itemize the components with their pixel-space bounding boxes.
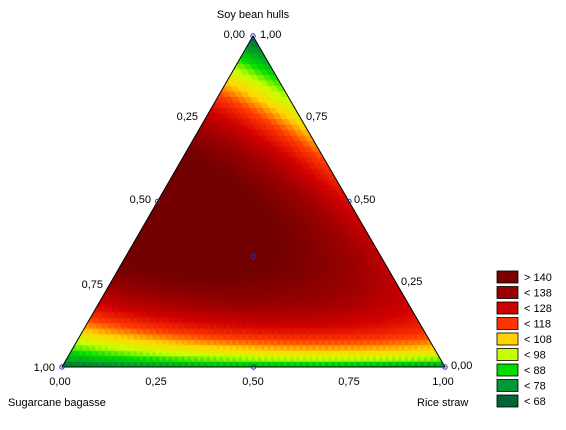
legend-label: < 88 [524,365,546,377]
tick-label: 0,50 [242,376,263,388]
tick-label: 1,00 [34,362,55,374]
legend-swatch [497,271,518,283]
tick-label: 0,00 [49,376,70,388]
tick-label: 0,25 [145,376,166,388]
legend-label: < 128 [524,303,552,315]
legend-label: > 140 [524,272,552,284]
legend-label: < 78 [524,381,546,393]
legend-swatch [497,395,518,407]
tick-label: 1,00 [432,376,453,388]
tick-label: 0,25 [177,111,198,123]
vertex-label-bottom-left: Sugarcane bagasse [8,397,106,409]
vertex-label-top: Soy bean hulls [217,9,290,21]
legend-swatch [497,318,518,330]
tick-label: 0,50 [130,194,151,206]
legend-label: < 108 [524,334,552,346]
legend-swatch [497,333,518,345]
contour-surface [62,36,445,367]
tick-label: 1,00 [260,29,281,41]
legend-label: < 118 [524,319,551,331]
legend-label: < 98 [524,350,546,362]
legend-label: < 68 [524,396,546,408]
tick-label: 0,75 [82,279,103,291]
legend-swatch [497,302,518,314]
legend-swatch [497,364,518,376]
legend-swatch [497,380,518,392]
legend: > 140 < 138 < 128 < 118 < 108 < 98 < 88 < 78 < 6… [497,271,552,408]
tick-label: 0,25 [401,276,422,288]
tick-label: 0,50 [354,194,375,206]
legend-label: < 138 [524,288,552,300]
legend-swatch [497,287,518,299]
tick-label: 0,00 [224,29,245,41]
tick-label: 0,75 [306,111,327,123]
tick-label: 0,00 [451,360,472,372]
legend-swatch [497,349,518,361]
tick-label: 0,75 [338,376,359,388]
vertex-label-bottom-right: Rice straw [417,397,468,409]
